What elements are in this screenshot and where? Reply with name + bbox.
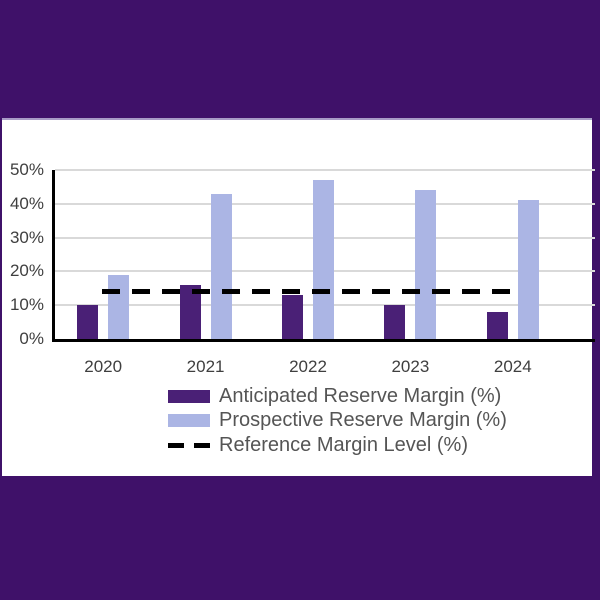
- chart-legend: Anticipated Reserve Margin (%) Prospectiv…: [168, 384, 507, 458]
- bar-2021-anticipated: [179, 284, 201, 339]
- legend-item-reference: Reference Margin Level (%): [168, 433, 507, 458]
- bar-2022-prospective: [313, 180, 334, 339]
- chart-panel: 0% 10% 20% 30% 40% 50% 2020 2021 2022 2023 2024 A…: [2, 118, 595, 476]
- bar-2023-prospective: [415, 190, 437, 339]
- bar-2022-anticipated: [282, 295, 303, 339]
- legend-label: Reference Margin Level (%): [219, 433, 468, 456]
- reference-margin-line: [102, 289, 520, 295]
- y-tick-label-10: 10%: [9, 295, 44, 315]
- legend-label: Prospective Reserve Margin (%): [219, 409, 507, 432]
- y-axis-line: [52, 170, 55, 342]
- legend-item-prospective: Prospective Reserve Margin (%): [168, 409, 507, 434]
- legend-bar-swatch: [168, 389, 210, 403]
- x-axis-line: [52, 339, 595, 342]
- bar-2024-prospective: [517, 200, 539, 339]
- legend-label: Anticipated Reserve Margin (%): [219, 384, 502, 407]
- bar-2023-anticipated: [384, 305, 406, 339]
- y-tick-label-20: 20%: [9, 261, 44, 281]
- bar-2024-anticipated: [486, 311, 508, 339]
- bar-2020-prospective: [108, 274, 130, 339]
- gridline-50: [55, 169, 595, 171]
- x-tick-label-2021: 2021: [186, 357, 225, 376]
- legend-dash-swatch: [168, 442, 210, 448]
- y-tick-label-0: 0%: [19, 329, 44, 348]
- x-tick-label-2023: 2023: [391, 357, 430, 376]
- panel-top-border: [2, 118, 592, 120]
- plot-area: [55, 169, 595, 339]
- y-tick-label-50: 50%: [9, 160, 44, 179]
- x-tick-label-2020: 2020: [84, 357, 123, 376]
- legend-bar-swatch: [168, 414, 210, 428]
- x-tick-label-2024: 2024: [493, 357, 532, 376]
- bar-2021-prospective: [210, 193, 232, 339]
- legend-item-anticipated: Anticipated Reserve Margin (%): [168, 384, 507, 409]
- x-tick-label-2022: 2022: [289, 357, 327, 376]
- y-tick-label-40: 40%: [9, 193, 44, 213]
- bar-2020-anticipated: [77, 305, 99, 339]
- y-tick-label-30: 30%: [9, 227, 44, 247]
